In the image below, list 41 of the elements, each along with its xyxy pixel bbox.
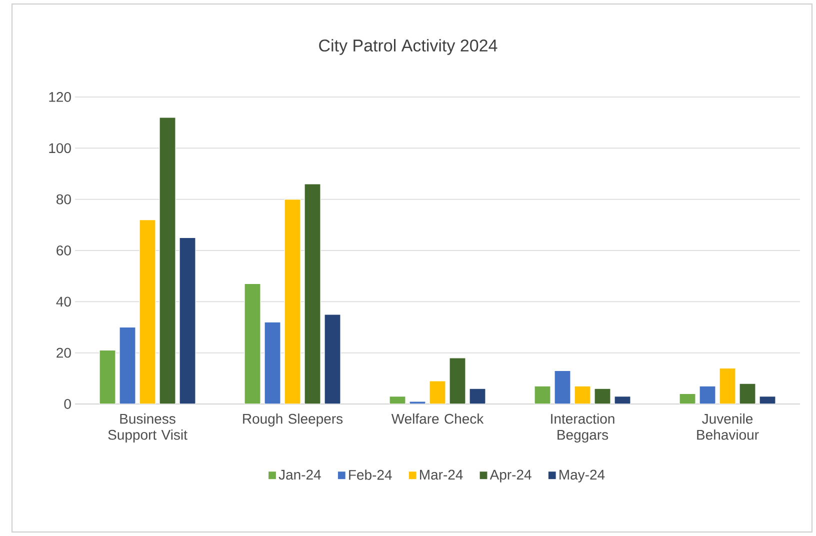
bar [759, 396, 776, 404]
bar [179, 237, 196, 404]
bar [284, 199, 301, 404]
bar [429, 380, 446, 404]
bar [739, 383, 756, 404]
bar [244, 283, 261, 404]
bar [594, 388, 611, 404]
x-tick-label: Rough Sleepers [243, 414, 343, 427]
y-tick-label: 100 [49, 143, 71, 154]
bar [139, 219, 156, 404]
bar [389, 396, 406, 404]
legend-label: Apr-24 [490, 470, 532, 482]
x-tick-label: Interaction Beggars [551, 414, 614, 443]
chart-title: City Patrol Activity 2024 [319, 39, 498, 55]
y-tick-label: 120 [49, 92, 71, 102]
x-tick-label: Business Support Visit [108, 414, 188, 443]
bar [449, 358, 466, 404]
bar [679, 393, 696, 404]
bar [614, 396, 631, 404]
legend-label: Jan-24 [278, 470, 321, 480]
x-tick-label: Welfare Check [391, 414, 484, 424]
bar [554, 370, 571, 404]
bar [719, 368, 736, 404]
bar [574, 386, 591, 404]
bar [324, 314, 341, 404]
y-tick-label: 0 [64, 399, 71, 409]
bar [469, 388, 486, 404]
bar [534, 386, 551, 404]
y-tick-label: 20 [56, 348, 71, 358]
y-tick-label: 40 [56, 296, 71, 307]
x-tick-label: Juvenile Behaviour [697, 414, 759, 440]
bar [159, 117, 176, 404]
legend-label: Feb-24 [349, 470, 392, 480]
bar [119, 326, 136, 404]
bar [99, 350, 116, 404]
y-tick-label: 80 [56, 194, 71, 204]
bar [304, 184, 321, 404]
legend-label: Mar-24 [420, 470, 463, 480]
legend-label: May-24 [560, 470, 605, 482]
y-tick-label: 60 [56, 246, 71, 256]
bar [264, 322, 281, 404]
